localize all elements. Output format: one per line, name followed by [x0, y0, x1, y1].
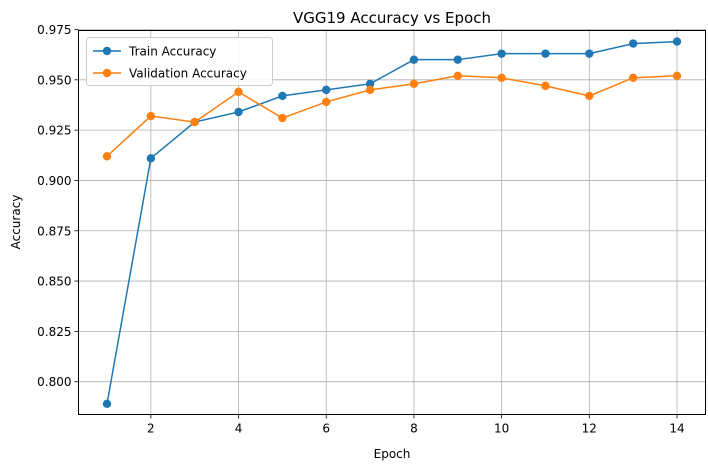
legend-label: Validation Accuracy: [129, 66, 247, 80]
y-axis-label: Accuracy: [9, 195, 23, 250]
x-tick-label: 14: [669, 422, 684, 436]
data-point: [453, 55, 462, 64]
x-axis-label: Epoch: [374, 447, 411, 461]
data-point: [278, 91, 287, 101]
x-tick-label: 4: [235, 422, 243, 436]
legend-marker: [102, 68, 112, 78]
data-point: [409, 55, 419, 64]
legend: Train Accuracy Validation Accuracy: [86, 37, 273, 86]
y-tick-label: 0.800: [37, 375, 71, 389]
data-point: [497, 73, 506, 82]
series-validation: [102, 71, 682, 161]
y-axis: 0.800 0.825 0.850 0.875 0.900 0.925 0.950 0.975: [37, 23, 79, 389]
data-point: [102, 152, 112, 161]
legend-marker: [102, 46, 112, 56]
x-tick-label: 2: [147, 422, 155, 436]
chart-title: VGG19 Accuracy vs Epoch: [293, 9, 491, 27]
x-axis: 2 4 6 8 10 12 14: [147, 414, 685, 436]
series-line: [106, 75, 678, 157]
y-tick-label: 0.900: [37, 174, 71, 188]
series-layer: [102, 37, 682, 409]
x-tick-label: 10: [494, 422, 509, 436]
y-tick-label: 0.875: [37, 224, 71, 238]
legend-item: Validation Accuracy: [93, 66, 247, 80]
series-train: [102, 37, 682, 409]
data-point: [365, 79, 375, 89]
data-point: [628, 73, 638, 82]
x-tick-label: 6: [322, 422, 330, 436]
data-point: [541, 81, 550, 91]
data-point: [453, 71, 462, 80]
data-point: [497, 49, 506, 58]
data-point: [365, 85, 375, 95]
data-point: [146, 154, 156, 163]
y-tick-label: 0.950: [37, 73, 71, 87]
data-point: [234, 107, 243, 117]
series-line: [106, 40, 678, 404]
data-point: [102, 399, 112, 409]
y-tick-label: 0.925: [37, 124, 71, 138]
data-point: [190, 117, 199, 127]
data-point: [146, 111, 156, 121]
data-point: [322, 85, 331, 95]
data-point: [278, 113, 287, 123]
x-tick-label: 12: [582, 422, 597, 436]
plot-frame: [78, 30, 706, 415]
y-tick-label: 0.825: [37, 325, 71, 339]
y-tick-label: 0.850: [37, 275, 71, 289]
data-point: [585, 49, 594, 58]
data-point: [628, 39, 638, 48]
data-point: [322, 97, 331, 107]
data-point: [672, 71, 682, 80]
legend-label: Train Accuracy: [128, 44, 216, 58]
data-point: [234, 87, 243, 97]
data-point: [409, 79, 419, 89]
y-tick-label: 0.975: [37, 23, 71, 37]
x-tick-label: 8: [410, 422, 418, 436]
data-point: [585, 91, 594, 101]
data-point: [541, 49, 550, 58]
legend-item: Train Accuracy: [93, 44, 216, 58]
data-point: [672, 37, 682, 46]
legend-box: [86, 37, 273, 86]
